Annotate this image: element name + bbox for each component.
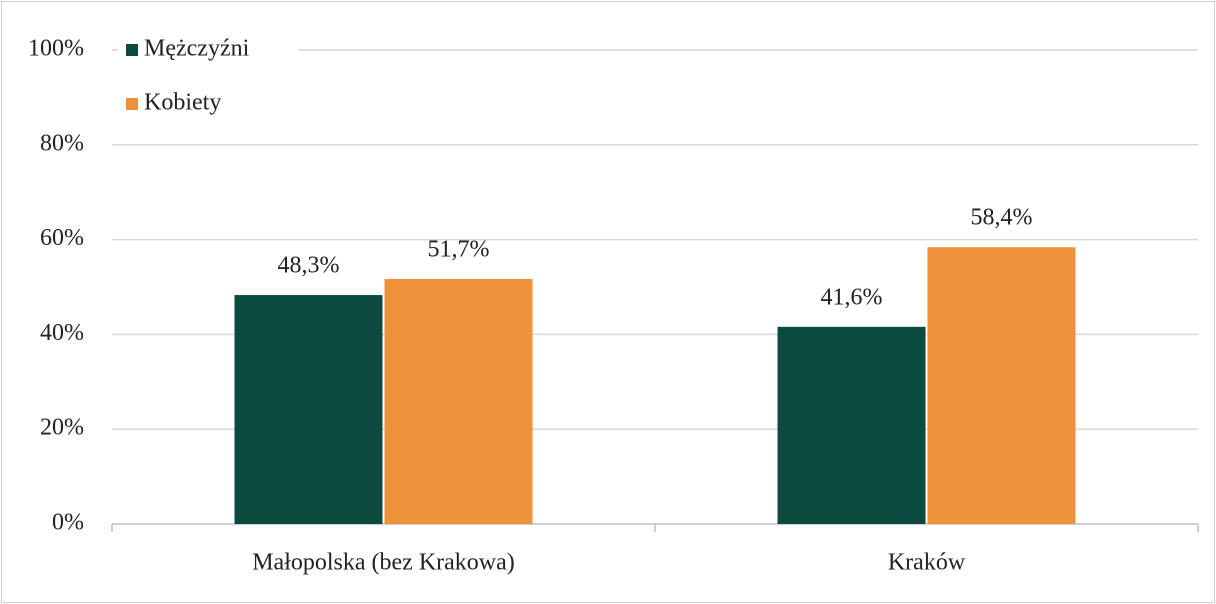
x-tick-label: Kraków [888,550,966,576]
y-tick-label: 80% [40,130,84,156]
data-label: 41,6% [821,284,883,310]
data-label: 48,3% [278,253,340,279]
y-tick-label: 40% [40,320,84,346]
y-tick-label: 100% [28,36,84,62]
legend-label: Kobiety [144,90,221,116]
y-tick-label: 0% [52,510,84,536]
legend-swatch [126,44,138,56]
bar [777,326,926,524]
x-tick-label: Małopolska (bez Krakowa) [252,550,515,576]
y-tick-label: 60% [40,225,84,251]
y-tick-label: 20% [40,415,84,441]
bar [927,247,1076,524]
bar [384,278,533,524]
data-label: 51,7% [428,236,490,262]
legend-background [118,28,298,128]
legend-label: Mężczyźni [144,36,250,62]
data-label: 58,4% [971,205,1033,231]
bar [234,295,383,524]
legend-swatch [126,98,138,110]
